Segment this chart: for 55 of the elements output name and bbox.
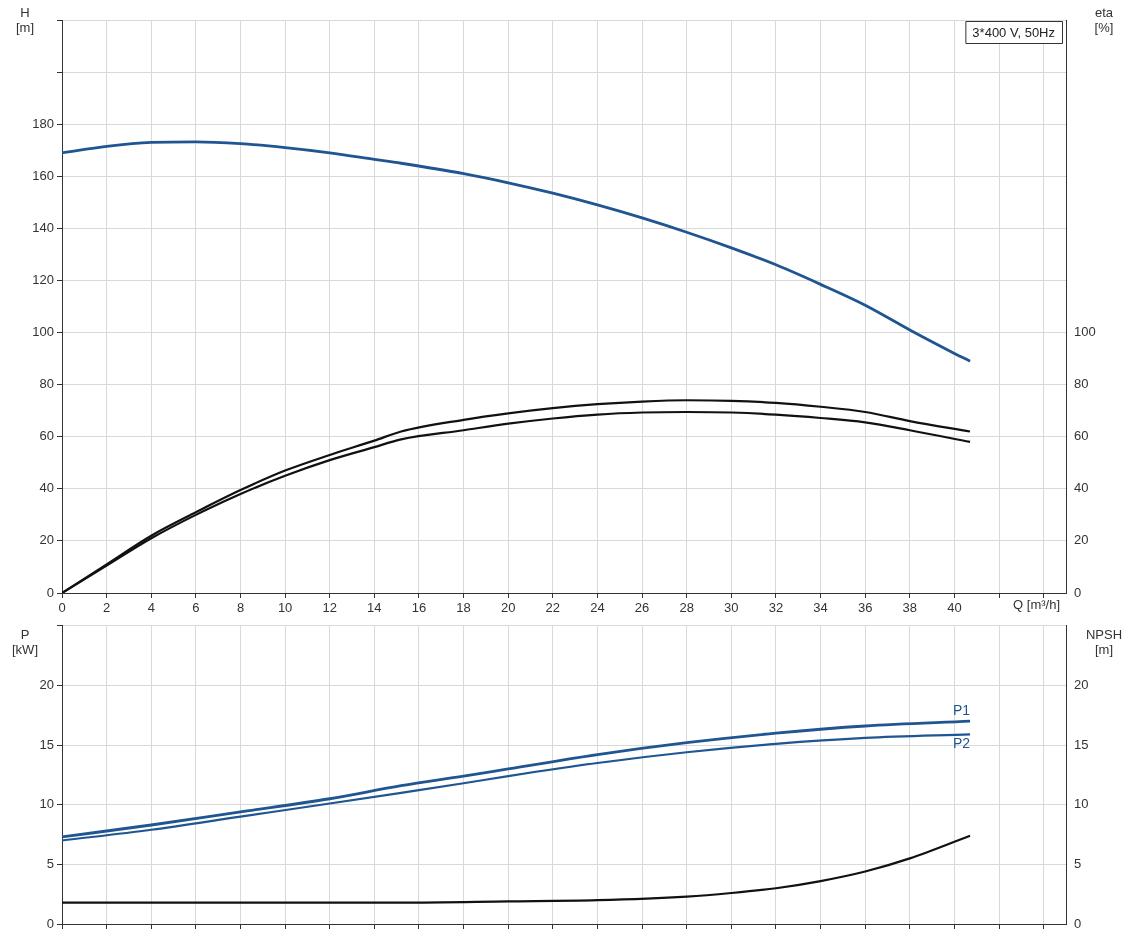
x-axis-title: Q [m³/h]: [1013, 597, 1060, 613]
y-tick-label: 120: [32, 272, 54, 288]
y2-tick-label: 15: [1074, 736, 1089, 752]
x-tick-label: 24: [590, 600, 605, 616]
x-tick-label: 20: [500, 600, 516, 616]
series-label: P2: [952, 735, 971, 752]
y-tick-label: 100: [32, 324, 54, 340]
x-tick-label: 28: [679, 600, 694, 616]
x-tick-label: 30: [724, 600, 739, 616]
x-tick-label: 8: [236, 600, 245, 616]
y2-axis-title: NPSH [m]: [1085, 626, 1123, 657]
y-axis-title: P [kW]: [12, 626, 38, 657]
x-tick-label: 12: [322, 600, 337, 616]
x-tick-label: 16: [411, 600, 427, 616]
x-tick-label: 32: [768, 600, 784, 616]
y2-tick-label: 80: [1074, 376, 1089, 392]
x-tick-label: 18: [456, 600, 471, 616]
x-tick-label: 14: [367, 600, 382, 616]
x-tick-label: 38: [902, 600, 918, 616]
y-tick-label: 0: [46, 915, 54, 931]
y2-tick-label: 40: [1074, 480, 1089, 496]
y-axis-title: H [m]: [15, 5, 35, 36]
x-tick-label: 34: [813, 600, 828, 616]
y2-tick-label: 20: [1074, 677, 1089, 693]
y-tick-label: 5: [46, 855, 54, 871]
y2-tick-label: 0: [1074, 584, 1082, 600]
y-tick-label: 15: [39, 736, 54, 752]
x-tick-label: 10: [277, 600, 293, 616]
y2-tick-label: 100: [1074, 324, 1096, 340]
y-tick-label: 40: [39, 480, 54, 496]
y-tick-label: 180: [32, 115, 54, 131]
x-tick-label: 36: [857, 600, 873, 616]
y2-tick-label: 10: [1074, 796, 1089, 812]
y2-tick-label: 60: [1074, 428, 1089, 444]
x-tick-label: 40: [947, 600, 962, 616]
y2-tick-label: 20: [1074, 532, 1089, 548]
y-tick-label: 80: [39, 376, 54, 392]
y-tick-label: 10: [39, 796, 54, 812]
series-label: P1: [952, 702, 971, 719]
y2-axis-title: eta [%]: [1094, 5, 1114, 36]
y-tick-label: 60: [39, 428, 54, 444]
y-tick-label: 160: [32, 167, 54, 183]
x-tick-label: 26: [634, 600, 650, 616]
x-tick-label: 2: [103, 600, 111, 616]
x-tick-label: 4: [147, 600, 155, 616]
x-tick-label: 22: [545, 600, 561, 616]
x-tick-label: 0: [58, 600, 66, 616]
y2-tick-label: 0: [1074, 915, 1082, 931]
y-tick-label: 0: [46, 584, 54, 600]
y-tick-label: 20: [39, 532, 54, 548]
chart-title: 3*400 V, 50Hz: [972, 24, 1055, 40]
y-tick-label: 20: [39, 677, 54, 693]
x-tick-label: 6: [192, 600, 200, 616]
y2-tick-label: 5: [1074, 855, 1082, 871]
y-tick-label: 140: [32, 219, 54, 235]
